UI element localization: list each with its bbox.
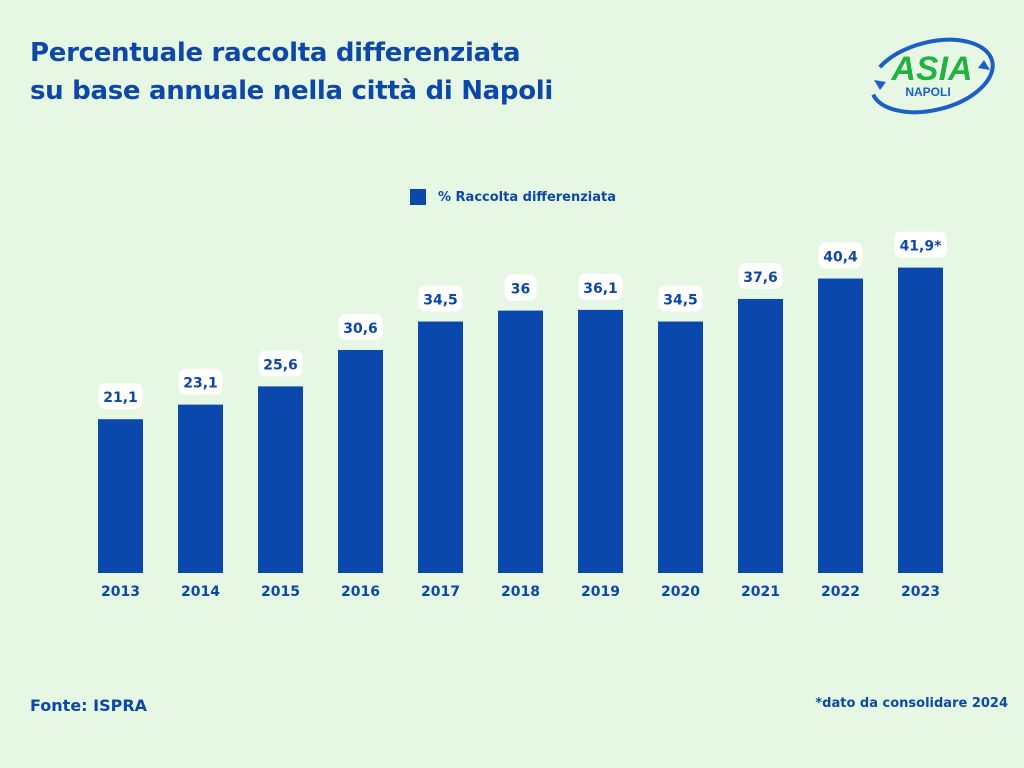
- data-label-2016: 30,6: [343, 321, 378, 337]
- data-label-box-2015: [258, 350, 303, 377]
- tick-label-2016: 2016: [341, 584, 380, 600]
- legend-swatch: [410, 189, 426, 205]
- tick-label-2017: 2017: [421, 584, 460, 600]
- title-line-2: su base annuale nella città di Napoli: [30, 76, 553, 106]
- bar-2017: [418, 321, 463, 573]
- data-label-box-2016: [338, 313, 383, 340]
- data-label-box-2021: [738, 262, 783, 289]
- data-label-box-2020: [658, 285, 703, 312]
- bar-2019: [578, 309, 623, 573]
- data-label-2017: 34,5: [423, 293, 458, 309]
- footnote: *dato da consolidare 2024: [815, 696, 1008, 711]
- legend-label: % Raccolta differenziata: [438, 189, 617, 205]
- page-title: Percentuale raccolta differenziata su ba…: [30, 34, 553, 110]
- tick-label-2021: 2021: [741, 584, 780, 600]
- bar-2015: [258, 386, 303, 573]
- data-label-box-2022: [818, 242, 863, 269]
- data-label-box-2013: [98, 383, 143, 410]
- tick-label-2015: 2015: [261, 584, 300, 600]
- bar-2014: [178, 404, 223, 573]
- data-label-2019: 36,1: [583, 281, 618, 297]
- bar-2013: [98, 419, 143, 573]
- chart-legend: % Raccolta differenziata: [410, 187, 616, 207]
- bar-2021: [738, 298, 783, 573]
- data-label-2018: 36: [511, 282, 530, 298]
- bar-2022: [818, 278, 863, 573]
- data-label-box-2019: [578, 273, 623, 300]
- data-label-2022: 40,4: [823, 250, 858, 266]
- data-label-box-2017: [418, 285, 463, 312]
- tick-label-2022: 2022: [821, 584, 860, 600]
- data-label-box-2023: [894, 231, 947, 258]
- data-label-2013: 21,1: [103, 390, 138, 406]
- svg-text:NAPOLI: NAPOLI: [905, 85, 950, 99]
- tick-label-2013: 2013: [101, 584, 140, 600]
- source-label: Fonte: ISPRA: [30, 696, 148, 715]
- data-label-box-2018: [504, 274, 537, 301]
- tick-label-2020: 2020: [661, 584, 700, 600]
- tick-label-2018: 2018: [501, 584, 540, 600]
- data-label-2020: 34,5: [663, 293, 698, 309]
- svg-text:ASIA: ASIA: [890, 50, 972, 88]
- asia-napoli-logo: ASIA NAPOLI: [869, 37, 995, 115]
- data-label-2023: 41,9*: [900, 239, 943, 255]
- bar-2018: [498, 310, 543, 573]
- data-label-box-2014: [178, 368, 223, 395]
- bar-2016: [338, 349, 383, 573]
- data-label-2015: 25,6: [263, 357, 298, 373]
- tick-label-2019: 2019: [581, 584, 620, 600]
- data-label-2021: 37,6: [743, 270, 778, 286]
- title-line-1: Percentuale raccolta differenziata: [30, 38, 521, 68]
- bar-2020: [658, 321, 703, 573]
- tick-label-2023: 2023: [901, 584, 940, 600]
- bar-2023: [898, 267, 943, 573]
- data-label-2014: 23,1: [183, 376, 218, 392]
- tick-label-2014: 2014: [181, 584, 220, 600]
